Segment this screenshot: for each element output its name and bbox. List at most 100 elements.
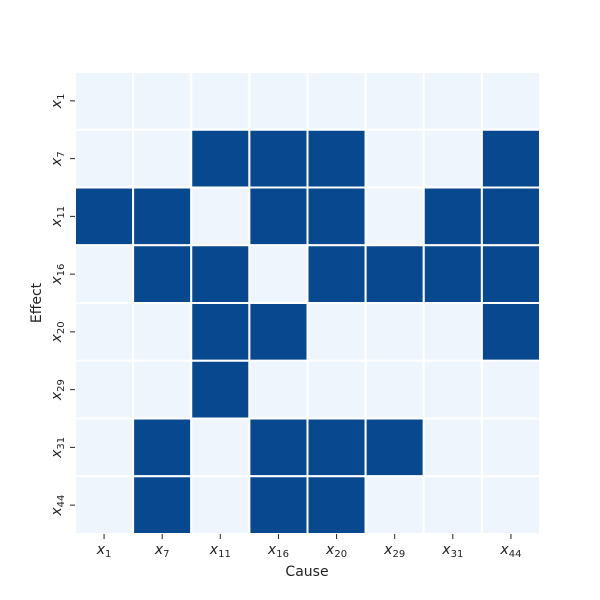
heatmap-cell <box>74 475 135 535</box>
heatmap-cell <box>306 475 367 535</box>
heatmap-cell <box>480 186 541 247</box>
heatmap-cell <box>74 186 135 247</box>
x-tick-label-sub: 31 <box>451 549 464 560</box>
heatmap-cell <box>306 128 367 189</box>
y-tick-label-base: x <box>49 449 65 459</box>
heatmap-cell <box>364 186 425 247</box>
heatmap-cell <box>480 302 541 362</box>
heatmap-cell <box>306 244 367 304</box>
y-axis-label: Effect <box>29 282 45 323</box>
heatmap-cell <box>248 128 309 189</box>
heatmap-cell <box>364 417 425 478</box>
x-tick-label-sub: 44 <box>509 549 522 560</box>
heatmap-cell <box>422 186 483 247</box>
heatmap-cell <box>248 475 309 535</box>
y-tick-label-base: x <box>49 157 65 167</box>
heatmap-cell <box>190 359 251 420</box>
heatmap-cell <box>74 359 135 420</box>
x-tick-label: x31 <box>441 542 463 560</box>
y-tick-label: x44 <box>49 495 67 517</box>
heatmap-cell <box>248 359 309 420</box>
y-tick-label-base: x <box>49 276 65 286</box>
y-tick-label-sub: 29 <box>56 379 67 392</box>
x-tick-label: x20 <box>325 542 347 560</box>
heatmap-cell <box>306 417 367 478</box>
x-tick-label-base: x <box>267 542 277 558</box>
heatmap-cell <box>74 128 135 189</box>
y-tick-label-sub: 20 <box>56 321 67 334</box>
heatmap-cell <box>190 302 251 362</box>
heatmap-cell <box>74 417 135 478</box>
heatmap-cell <box>248 244 309 304</box>
x-tick-label: x29 <box>383 542 405 560</box>
heatmap-cell <box>74 71 135 131</box>
y-tick-label: x11 <box>49 206 67 228</box>
heatmap-cell <box>422 71 483 131</box>
x-tick-label-base: x <box>383 542 393 558</box>
y-tick-label-sub: 44 <box>56 495 67 508</box>
heatmap-cell <box>248 302 309 362</box>
heatmap-cell <box>306 71 367 131</box>
heatmap-cell <box>422 244 483 304</box>
x-tick-label: x1 <box>96 542 112 560</box>
heatmap-cell <box>132 186 193 247</box>
y-tick-label-sub: 31 <box>56 437 67 450</box>
x-tick-label-sub: 7 <box>163 549 169 560</box>
heatmap-cell <box>132 417 193 478</box>
x-tick-label: x7 <box>154 542 170 560</box>
heatmap-cell <box>190 417 251 478</box>
y-tick-label: x29 <box>49 379 67 401</box>
heatmap-cell <box>480 359 541 420</box>
heatmap-cell <box>306 302 367 362</box>
x-tick-label-base: x <box>209 542 219 558</box>
heatmap-cell <box>190 186 251 247</box>
x-tick-label-base: x <box>499 542 509 558</box>
heatmap-cell <box>364 302 425 362</box>
y-tick-label: x7 <box>49 151 67 167</box>
heatmap-cell <box>190 71 251 131</box>
heatmap-cell <box>364 359 425 420</box>
heatmap-cell <box>132 128 193 189</box>
x-tick-label-base: x <box>96 542 106 558</box>
y-tick-label-base: x <box>49 218 65 228</box>
heatmap-cell <box>306 359 367 420</box>
y-tick-label: x1 <box>49 94 67 110</box>
heatmap-cell <box>132 244 193 304</box>
y-tick-label: x16 <box>49 264 67 286</box>
heatmap-cell <box>132 71 193 131</box>
heatmap-cell <box>190 128 251 189</box>
heatmap-cell <box>306 186 367 247</box>
heatmap-cell <box>422 302 483 362</box>
y-tick-label-sub: 7 <box>56 151 67 157</box>
x-tick-label-sub: 16 <box>276 549 289 560</box>
heatmap-cell <box>364 71 425 131</box>
heatmap-cell <box>480 71 541 131</box>
heatmap-cell <box>422 359 483 420</box>
y-tick-label: x31 <box>49 437 67 459</box>
heatmap-cell <box>190 244 251 304</box>
heatmap-cell <box>480 417 541 478</box>
heatmap-cell <box>132 359 193 420</box>
y-tick-label: x20 <box>49 321 67 343</box>
heatmap-cell <box>248 186 309 247</box>
x-tick-label-base: x <box>441 542 451 558</box>
x-tick-label-sub: 1 <box>105 549 111 560</box>
heatmap-cell <box>480 128 541 189</box>
heatmap-cell <box>74 244 135 304</box>
x-tick-label-base: x <box>325 542 335 558</box>
y-tick-label-sub: 11 <box>56 206 67 219</box>
y-tick-label-base: x <box>49 391 65 401</box>
heatmap-cell <box>364 475 425 535</box>
heatmap-cell <box>364 128 425 189</box>
y-tick-label-sub: 1 <box>56 94 67 100</box>
x-tick-label: x44 <box>499 542 521 560</box>
y-tick-label-base: x <box>49 99 65 109</box>
heatmap-cell <box>132 302 193 362</box>
x-axis-label: Cause <box>285 564 328 580</box>
heatmap-cell <box>422 475 483 535</box>
y-tick-label-base: x <box>49 333 65 343</box>
heatmap-cell <box>190 475 251 535</box>
heatmap-cell <box>422 417 483 478</box>
x-tick-label-sub: 11 <box>218 549 231 560</box>
x-tick-label: x16 <box>267 542 289 560</box>
